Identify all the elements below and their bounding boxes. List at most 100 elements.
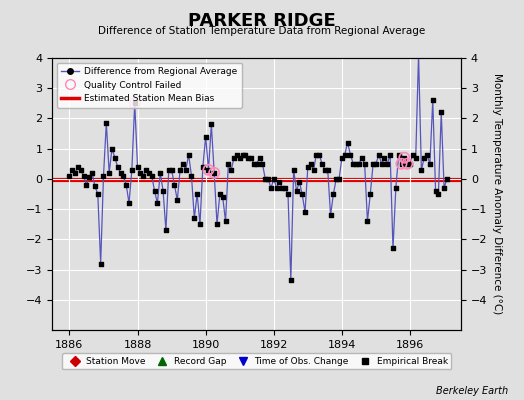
Point	[153, 200, 161, 206]
Text: Berkeley Earth: Berkeley Earth	[436, 386, 508, 396]
Point	[122, 182, 130, 188]
Point	[425, 160, 434, 167]
Point	[221, 218, 230, 224]
Point	[363, 218, 372, 224]
Point	[196, 221, 204, 228]
Point	[275, 179, 283, 185]
Point	[125, 200, 133, 206]
Point	[128, 167, 136, 173]
Point	[309, 167, 318, 173]
Point	[250, 160, 258, 167]
Point	[145, 170, 153, 176]
Point	[238, 152, 247, 158]
Point	[159, 188, 167, 194]
Point	[321, 167, 329, 173]
Point	[119, 173, 127, 179]
Point	[91, 183, 99, 190]
Point	[105, 170, 113, 176]
Point	[187, 173, 195, 179]
Point	[148, 173, 156, 179]
Point	[292, 188, 301, 194]
Point	[219, 194, 227, 200]
Y-axis label: Monthly Temperature Anomaly Difference (°C): Monthly Temperature Anomaly Difference (…	[492, 73, 501, 315]
Point	[281, 185, 289, 191]
Point	[375, 152, 383, 158]
Point	[210, 170, 219, 176]
Point	[74, 164, 82, 170]
Point	[357, 154, 366, 161]
Point	[204, 167, 213, 173]
Point	[227, 167, 235, 173]
Point	[182, 167, 190, 173]
Point	[312, 152, 321, 158]
Point	[406, 160, 414, 167]
Point	[270, 176, 278, 182]
Point	[136, 170, 145, 176]
Point	[431, 188, 440, 194]
Point	[230, 154, 238, 161]
Text: Difference of Station Temperature Data from Regional Average: Difference of Station Temperature Data f…	[99, 26, 425, 36]
Point	[258, 160, 267, 167]
Point	[423, 152, 431, 158]
Point	[420, 154, 429, 161]
Point	[289, 167, 298, 173]
Point	[224, 160, 233, 167]
Point	[434, 191, 443, 197]
Point	[335, 176, 343, 182]
Point	[168, 167, 176, 173]
Point	[247, 154, 255, 161]
Point	[253, 160, 261, 167]
Point	[323, 167, 332, 173]
Point	[108, 146, 116, 152]
Point	[409, 152, 417, 158]
Point	[361, 160, 369, 167]
Point	[295, 179, 303, 185]
Point	[156, 170, 165, 176]
Point	[307, 160, 315, 167]
Point	[114, 164, 122, 170]
Point	[338, 154, 346, 161]
Point	[96, 260, 105, 267]
Point	[380, 154, 389, 161]
Point	[366, 191, 375, 197]
Point	[346, 152, 355, 158]
Point	[116, 170, 125, 176]
Point	[130, 100, 139, 106]
Point	[216, 191, 224, 197]
Point	[162, 227, 170, 234]
Point	[332, 176, 341, 182]
Point	[414, 52, 423, 58]
Point	[80, 173, 88, 179]
Point	[369, 160, 377, 167]
Point	[184, 152, 193, 158]
Point	[329, 191, 337, 197]
Point	[400, 154, 409, 161]
Point	[134, 164, 142, 170]
Point	[201, 133, 210, 140]
Point	[102, 120, 111, 126]
Point	[111, 154, 119, 161]
Point	[429, 97, 437, 104]
Point	[179, 160, 187, 167]
Legend: Station Move, Record Gap, Time of Obs. Change, Empirical Break: Station Move, Record Gap, Time of Obs. C…	[62, 353, 452, 370]
Point	[391, 185, 400, 191]
Point	[397, 160, 406, 167]
Point	[318, 160, 326, 167]
Point	[411, 154, 420, 161]
Point	[386, 152, 395, 158]
Point	[66, 173, 74, 179]
Point	[397, 160, 406, 167]
Point	[303, 164, 312, 170]
Point	[99, 173, 107, 179]
Point	[298, 191, 307, 197]
Point	[82, 182, 91, 188]
Point	[88, 170, 96, 176]
Point	[85, 174, 93, 180]
Point	[383, 160, 391, 167]
Point	[150, 188, 159, 194]
Point	[343, 140, 352, 146]
Point	[236, 154, 244, 161]
Point	[207, 121, 215, 128]
Point	[315, 152, 323, 158]
Point	[261, 176, 269, 182]
